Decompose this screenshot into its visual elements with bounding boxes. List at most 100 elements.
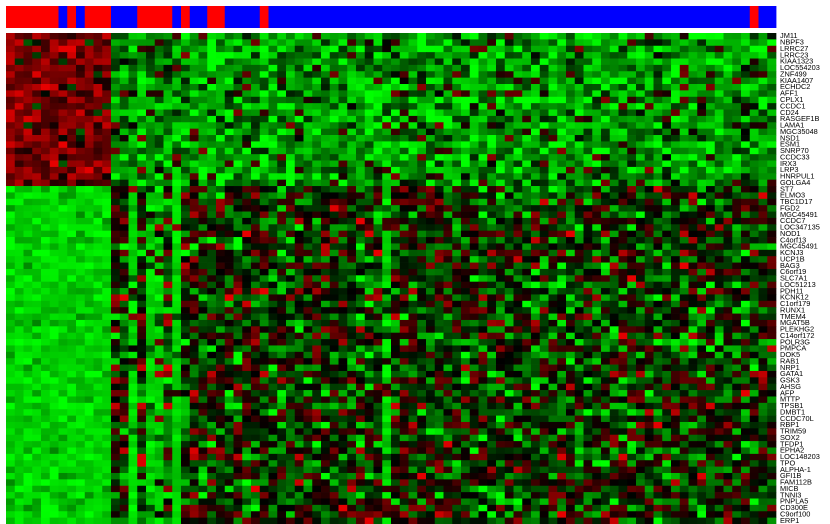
heatmap-cell [697,377,707,385]
heatmap-cell [382,256,392,263]
heatmap-cell [461,358,471,365]
heatmap-cell [286,84,296,91]
heatmap-cell [697,90,707,98]
heatmap-cell [364,237,374,244]
heatmap-cell [303,300,313,308]
heatmap-cell [338,351,348,359]
heatmap-cell [679,33,689,40]
heatmap-cell [233,135,243,142]
heatmap-cell [111,211,121,219]
heatmap-cell [189,249,199,257]
heatmap-cell [749,211,759,219]
heatmap-cell [67,237,77,244]
heatmap-cell [356,64,366,72]
heatmap-cell [539,135,549,142]
heatmap-cell [216,230,226,238]
heatmap-cell [224,211,234,219]
heatmap-cell [67,281,77,289]
heatmap-cell [583,275,593,283]
heatmap-cell [723,351,733,359]
heatmap-cell [679,307,689,314]
heatmap-cell [469,237,479,244]
heatmap-cell [662,135,672,142]
heatmap-cell [627,45,637,53]
heatmap-cell [679,319,689,327]
heatmap-cell [286,256,296,263]
heatmap-cell [749,166,759,174]
heatmap-cell [583,237,593,244]
heatmap-cell [443,249,453,257]
heatmap-cell [618,115,628,123]
heatmap-cell [662,351,672,359]
heatmap-cell [399,173,409,181]
heatmap-cell [443,141,453,149]
heatmap-cell [714,237,724,244]
heatmap-cell [644,262,654,270]
heatmap-cell [426,96,436,104]
heatmap-cell [391,33,401,40]
heatmap-cell [233,383,243,391]
heatmap-cell [154,288,164,295]
heatmap-cell [732,275,742,283]
heatmap-cell [154,358,164,365]
heatmap-cell [277,33,287,40]
heatmap-cell [487,103,497,110]
heatmap-cell [259,230,269,238]
heatmap-cell [749,45,759,53]
heatmap-cell [294,300,304,308]
heatmap-cell [583,326,593,334]
heatmap-cell [76,192,86,200]
heatmap-cell [601,64,611,72]
heatmap-cell [557,237,567,244]
heatmap-cell [14,84,24,91]
heatmap-cell [688,39,698,47]
heatmap-cell [636,358,646,365]
heatmap-cell [119,351,129,359]
heatmap-cell [618,122,628,129]
heatmap-cell [32,115,42,123]
heatmap-cell [671,45,681,53]
heatmap-cell [6,345,16,353]
heatmap-cell [294,319,304,327]
heatmap-cell [749,128,759,136]
heatmap-cell [198,390,208,397]
heatmap-cell [644,319,654,327]
heatmap-cell [242,268,252,276]
heatmap-cell [767,90,777,98]
heatmap-cell [32,109,42,117]
heatmap-cell [76,64,86,72]
heatmap-cell [574,179,584,187]
heatmap-cell [399,128,409,136]
heatmap-cell [154,294,164,302]
heatmap-cell [688,288,698,295]
heatmap-cell [347,377,357,385]
heatmap-cell [329,390,339,397]
heatmap-cell [58,383,68,391]
heatmap-cell [286,173,296,181]
heatmap-cell [207,103,217,110]
heatmap-cell [592,345,602,353]
heatmap-cell [758,217,768,225]
heatmap-cell [312,262,322,270]
heatmap-cell [461,288,471,295]
heatmap-cell [198,307,208,314]
heatmap-cell [163,103,173,110]
heatmap-cell [391,64,401,72]
heatmap-cell [312,179,322,187]
heatmap-cell [627,173,637,181]
heatmap-cell [364,192,374,200]
heatmap-cell [23,377,33,385]
heatmap-cell [478,377,488,385]
heatmap-cell [286,77,296,85]
heatmap-cell [706,84,716,91]
heatmap-cell [163,256,173,263]
heatmap-cell [504,173,514,181]
heatmap-cell [128,262,138,270]
heatmap-cell [461,45,471,53]
heatmap-cell [732,33,742,40]
heatmap-cell [14,103,24,110]
heatmap-cell [242,122,252,129]
heatmap-cell [408,211,418,219]
heatmap-cell [329,115,339,123]
heatmap-cell [504,179,514,187]
